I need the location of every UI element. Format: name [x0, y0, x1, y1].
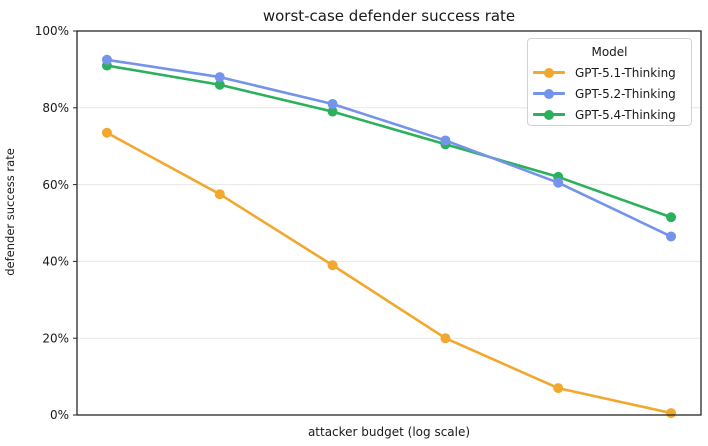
legend-label: GPT-5.4-Thinking [575, 107, 676, 122]
data-point-gpt-5.2-thinking [101, 54, 112, 65]
chart-title: worst-case defender success rate [263, 7, 515, 25]
legend: Model GPT-5.1-Thinking GPT-5.2-Thinking … [527, 38, 692, 126]
data-point-gpt-5.2-thinking [214, 72, 225, 83]
legend-swatch-line-dot [533, 67, 565, 78]
x-axis-label: attacker budget (log scale) [308, 425, 470, 439]
legend-swatch-line-dot [533, 88, 565, 99]
data-point-gpt-5.1-thinking [327, 260, 338, 271]
data-point-gpt-5.2-thinking [666, 231, 677, 242]
data-point-gpt-5.1-thinking [214, 189, 225, 200]
legend-title: Model [591, 45, 628, 59]
legend-label: GPT-5.2-Thinking [575, 86, 676, 101]
y-tick-label: 60% [42, 178, 69, 192]
data-point-gpt-5.1-thinking [101, 127, 112, 138]
legend-item-gpt-5-2-thinking: GPT-5.2-Thinking [528, 83, 691, 104]
y-tick-label: 0% [50, 408, 69, 422]
legend-item-gpt-5-4-thinking: GPT-5.4-Thinking [528, 104, 691, 125]
legend-swatch-line-dot [533, 109, 565, 120]
series-line-gpt-5.2-thinking [105, 58, 673, 238]
legend-label: GPT-5.1-Thinking [575, 65, 676, 80]
axes-spines [76, 30, 702, 416]
y-tick-label: 20% [42, 331, 69, 345]
data-point-gpt-5.2-thinking [327, 98, 338, 109]
data-point-gpt-5.1-thinking [440, 333, 451, 344]
series-line-gpt-5.1-thinking [105, 131, 673, 415]
y-axis-label: defender success rate [3, 148, 17, 276]
data-point-gpt-5.1-thinking [666, 408, 677, 419]
y-tick-label: 40% [42, 255, 69, 269]
series-line-gpt-5.4-thinking [105, 64, 673, 219]
data-point-gpt-5.1-thinking [553, 383, 564, 394]
data-point-gpt-5.4-thinking [666, 212, 677, 223]
data-point-gpt-5.4-thinking [327, 106, 338, 117]
data-point-gpt-5.2-thinking [553, 177, 564, 188]
data-point-gpt-5.4-thinking [214, 79, 225, 90]
data-point-gpt-5.2-thinking [440, 135, 451, 146]
y-tick-label: 100% [35, 24, 69, 38]
legend-item-gpt-5-1-thinking: GPT-5.1-Thinking [528, 62, 691, 83]
y-tick-label: 80% [42, 101, 69, 115]
